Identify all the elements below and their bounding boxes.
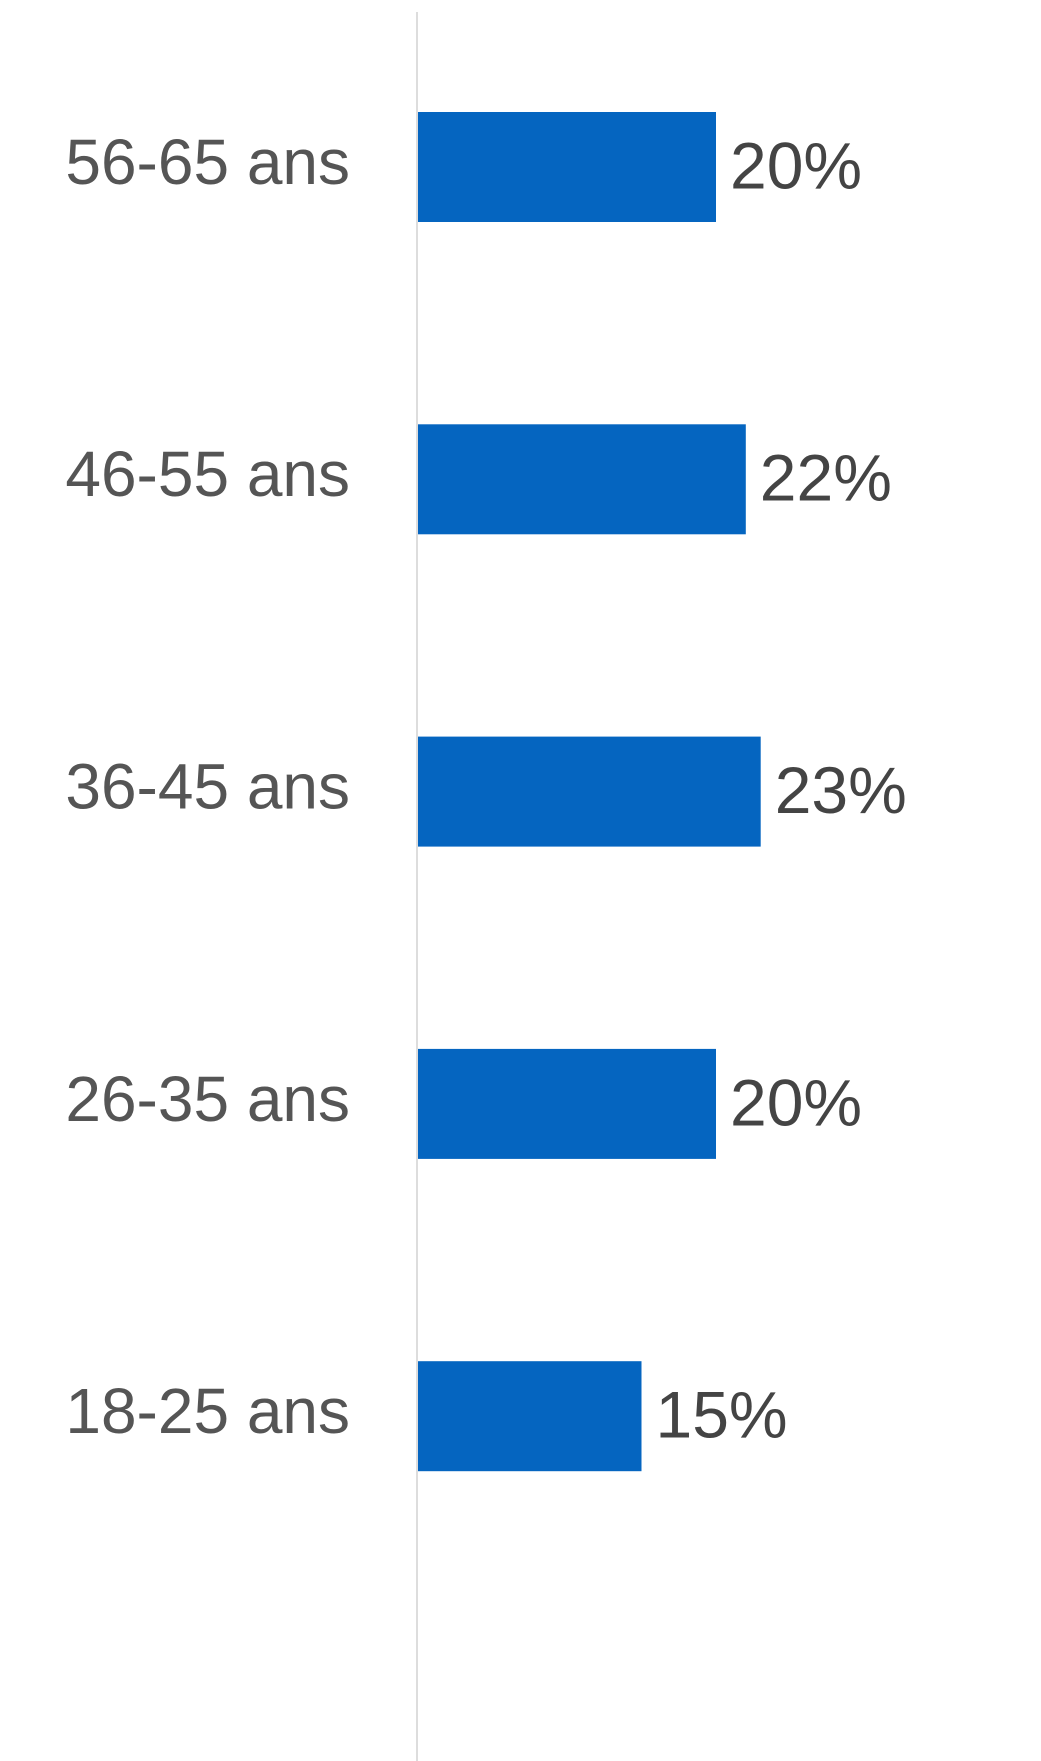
value-label: 23% (775, 753, 907, 827)
value-label: 20% (730, 1065, 862, 1139)
bar (418, 112, 716, 222)
value-label: 20% (730, 128, 862, 202)
bar (418, 736, 761, 847)
category-label: 36-45 ans (65, 751, 350, 823)
bar (418, 1048, 716, 1159)
bar (418, 424, 746, 535)
category-label: 18-25 ans (65, 1375, 350, 1447)
category-label: 26-35 ans (65, 1063, 350, 1135)
value-label: 22% (760, 441, 892, 515)
value-label: 15% (656, 1378, 788, 1452)
category-label: 46-55 ans (65, 438, 350, 510)
bar (418, 1361, 642, 1472)
category-label: 56-65 ans (65, 126, 350, 198)
